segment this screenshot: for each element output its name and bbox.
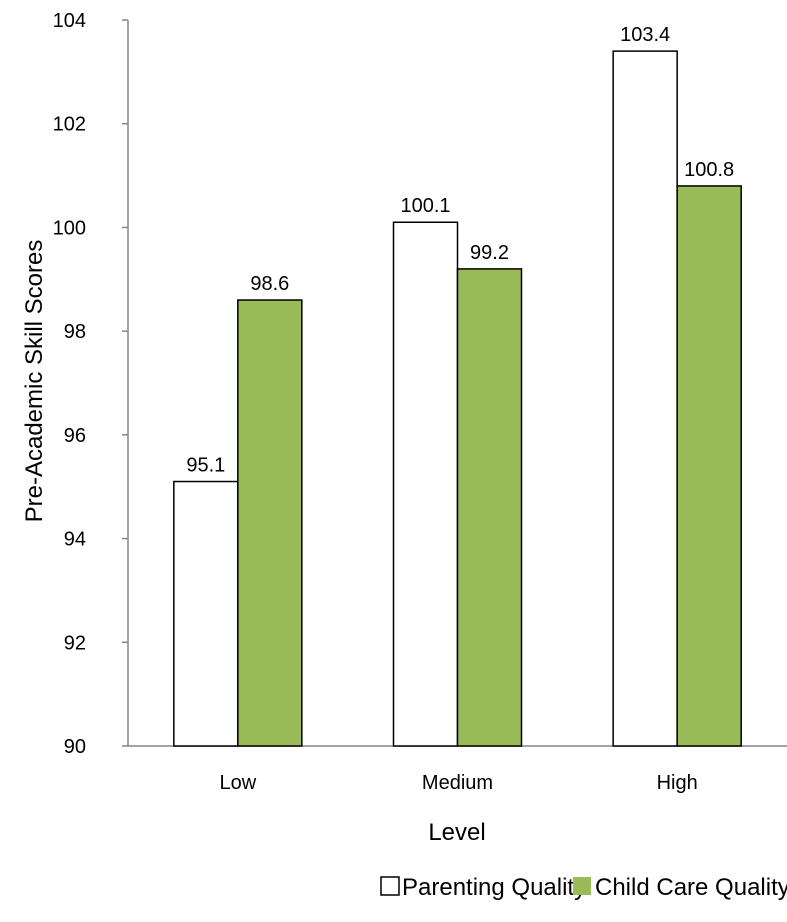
- y-axis-title: Pre-Academic Skill Scores: [21, 240, 48, 523]
- axes: 90 92 94 96 98 100 102 104 Low Medium High: [53, 10, 787, 794]
- y-tick-label: 104: [53, 10, 86, 32]
- bar-parenting-quality-low: [173, 480, 239, 747]
- data-label: 100.8: [684, 159, 734, 181]
- y-tick-label: 96: [64, 425, 86, 447]
- legend: Parenting Quality Child Care Quality: [380, 874, 787, 901]
- x-tick-label: High: [657, 772, 698, 794]
- bar-child-care-quality-low: [237, 299, 303, 747]
- legend-swatch-parenting-quality: [380, 876, 400, 896]
- bar-child-care-quality-high: [676, 185, 742, 747]
- data-labels: 95.1 100.1 103.4 98.6 99.2 100.8: [186, 24, 734, 476]
- y-tick-label: 98: [64, 321, 86, 343]
- data-label: 103.4: [620, 24, 670, 46]
- bar-child-care-quality-medium: [456, 268, 523, 747]
- bar-parenting-quality-medium: [392, 221, 459, 747]
- y-tick-label: 100: [53, 217, 86, 239]
- data-label: 98.6: [250, 273, 289, 295]
- x-tick-label: Medium: [422, 772, 493, 794]
- data-label: 100.1: [400, 195, 450, 217]
- legend-label-parenting-quality: Parenting Quality: [402, 874, 586, 901]
- data-label: 99.2: [470, 242, 509, 264]
- legend-swatch-child-care-quality: [573, 877, 591, 895]
- y-tick-label: 102: [53, 114, 86, 136]
- y-tick-label: 92: [64, 632, 86, 654]
- data-label: 95.1: [186, 455, 225, 477]
- bar-parenting-quality-high: [612, 50, 678, 747]
- x-tick-label: Low: [219, 772, 256, 794]
- y-tick-label: 94: [64, 529, 86, 551]
- y-tick-label: 90: [64, 736, 86, 758]
- legend-label-child-care-quality: Child Care Quality: [595, 874, 787, 901]
- x-axis-title: Level: [428, 819, 485, 846]
- bars: [173, 50, 742, 747]
